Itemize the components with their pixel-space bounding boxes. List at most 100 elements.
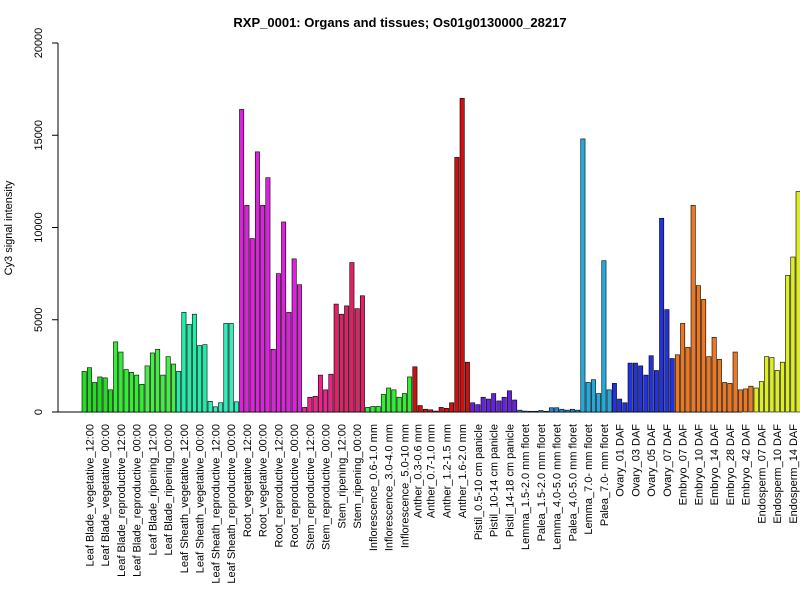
bar <box>449 402 455 413</box>
bar <box>170 363 176 413</box>
bar <box>769 357 775 413</box>
bar <box>454 157 460 413</box>
x-tick-label: Inflorescence_3.0-4.0 mm <box>384 424 396 551</box>
bar <box>653 370 659 413</box>
bar <box>480 396 486 413</box>
bar <box>338 313 344 413</box>
bar <box>307 396 313 413</box>
bar <box>443 408 449 413</box>
bar <box>260 205 266 413</box>
bar <box>674 354 680 413</box>
bar <box>517 409 523 413</box>
bar <box>743 388 749 413</box>
bar <box>790 256 796 413</box>
bar <box>333 303 339 413</box>
bar <box>753 387 759 413</box>
bar <box>428 409 434 413</box>
bar <box>218 402 224 413</box>
bar <box>475 404 481 413</box>
bar <box>102 377 108 413</box>
bar <box>186 324 192 413</box>
bar <box>585 382 591 413</box>
x-tick-label: Leaf Blade_vegetative_00:00 <box>100 424 112 567</box>
x-tick-label: Ovary_07 DAF <box>662 424 674 497</box>
bar <box>433 410 439 413</box>
x-tick-label: Endosperm_07 DAF <box>756 424 768 524</box>
x-tick-label: Pistil_10-14 cm panicle <box>489 424 501 537</box>
bar <box>118 351 124 413</box>
bar <box>727 383 733 413</box>
bar <box>706 356 712 413</box>
bar <box>233 401 239 413</box>
bar <box>622 402 628 413</box>
bar <box>212 406 218 413</box>
bar <box>627 362 633 413</box>
bar <box>506 390 512 413</box>
bar <box>407 376 413 413</box>
bar <box>590 379 596 413</box>
bar <box>659 217 665 413</box>
x-tick-label: Leaf Blade_reproductive_00:00 <box>132 424 144 577</box>
bar <box>748 385 754 413</box>
bar <box>359 295 365 413</box>
x-tick-label: Leaf Blade_ripening_12:00 <box>147 424 159 556</box>
x-tick-label: Root_vegetative_12:00 <box>242 424 254 537</box>
bar <box>328 373 334 413</box>
x-tick-label: Stem_reproductive_00:00 <box>321 424 333 550</box>
bar <box>165 356 171 413</box>
bar <box>669 358 675 413</box>
bar <box>317 374 323 413</box>
x-tick-label: Embryo_10 DAF <box>693 424 705 506</box>
x-tick-label: Ovary_03 DAF <box>630 424 642 497</box>
bar <box>365 407 371 413</box>
x-tick-label: Root_reproductive_12:00 <box>273 424 285 548</box>
bar <box>764 356 770 413</box>
x-tick-label: Embryo_14 DAF <box>709 424 721 506</box>
bar <box>606 389 612 413</box>
bar <box>648 355 654 413</box>
x-tick-label: Lemma_7.0- mm floret <box>583 424 595 535</box>
bar <box>113 341 119 413</box>
y-axis-label: Cy3 signal intensity <box>3 180 15 275</box>
bar <box>774 370 780 413</box>
bar <box>223 323 229 413</box>
bar <box>601 260 607 413</box>
bar <box>249 238 255 413</box>
bar <box>202 344 208 413</box>
bar <box>464 361 470 413</box>
bar <box>107 389 113 413</box>
y-tick-label: 20000 <box>33 28 45 59</box>
bar <box>559 408 565 413</box>
bar <box>548 407 554 413</box>
bar <box>354 308 360 413</box>
x-tick-label: Pistil_0.5-10 cm panicle <box>473 424 485 540</box>
bar <box>716 359 722 413</box>
bar <box>281 221 287 413</box>
bar <box>795 191 800 413</box>
bar <box>596 393 602 413</box>
bar <box>417 405 423 413</box>
bar <box>291 258 297 413</box>
bar <box>375 406 381 413</box>
bar <box>779 361 785 413</box>
bar <box>632 362 638 413</box>
bar <box>527 410 533 413</box>
bar <box>344 305 350 413</box>
bar <box>701 299 707 413</box>
y-tick-label: 10000 <box>33 212 45 243</box>
x-tick-label: Anther_1.2-1.5 mm <box>441 424 453 518</box>
bar <box>81 371 87 413</box>
bar <box>155 348 161 413</box>
x-tick-label: Palea_4.0-5.0 mm floret <box>567 424 579 541</box>
bar <box>370 406 376 413</box>
x-tick-label: Inflorescence_5.0-10 mm <box>399 424 411 548</box>
bar <box>396 396 402 413</box>
bar <box>533 410 539 413</box>
bar <box>695 285 701 413</box>
bar <box>785 275 791 413</box>
bar <box>538 410 544 413</box>
bar <box>732 351 738 413</box>
bar <box>580 138 586 413</box>
bar <box>391 389 397 413</box>
x-tick-label: Stem_reproductive_12:00 <box>305 424 317 550</box>
